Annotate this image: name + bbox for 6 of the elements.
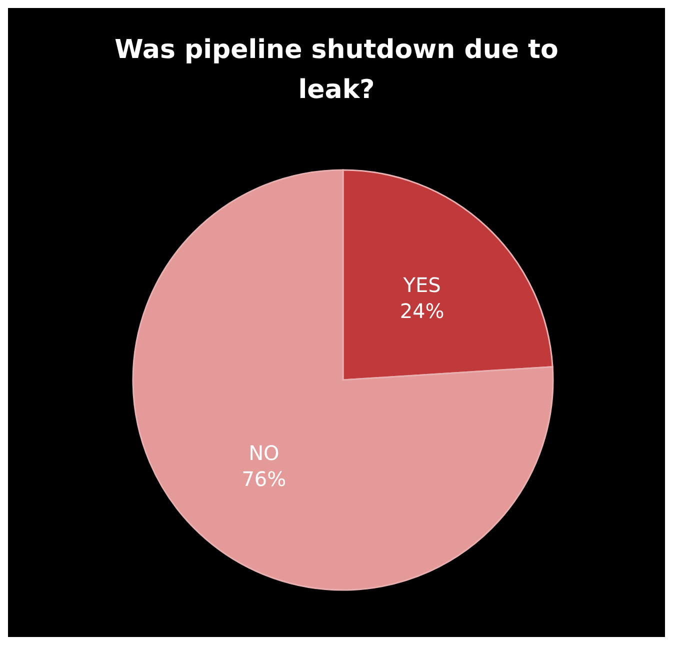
data-label: 24% — [400, 298, 444, 323]
slice-label: NO — [248, 441, 280, 466]
slice-label: YES — [402, 272, 441, 297]
chart-title: Was pipeline shutdown due to leak? — [114, 35, 558, 105]
pie-slice — [132, 169, 554, 591]
data-label: 76% — [242, 467, 286, 492]
